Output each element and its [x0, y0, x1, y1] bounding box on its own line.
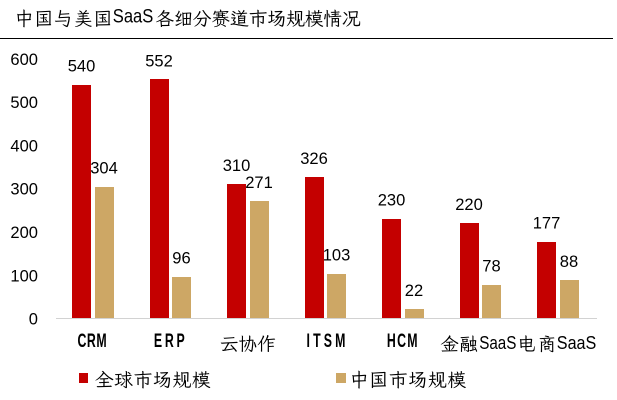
svg-text:271: 271 — [245, 173, 273, 192]
svg-text:0: 0 — [29, 310, 38, 329]
svg-text:310: 310 — [223, 156, 251, 175]
svg-text:100: 100 — [10, 266, 38, 285]
svg-text:200: 200 — [10, 223, 38, 242]
svg-text:88: 88 — [560, 252, 578, 271]
svg-text:ERP: ERP — [154, 331, 188, 352]
svg-text:78: 78 — [482, 257, 500, 276]
svg-text:500: 500 — [10, 93, 38, 112]
svg-text:HCM: HCM — [387, 331, 419, 352]
svg-text:326: 326 — [300, 149, 328, 168]
svg-text:400: 400 — [10, 136, 38, 155]
svg-text:220: 220 — [455, 195, 483, 214]
svg-text:304: 304 — [90, 159, 118, 178]
svg-text:540: 540 — [68, 57, 96, 76]
svg-text:22: 22 — [405, 281, 423, 300]
svg-text:600: 600 — [10, 50, 38, 69]
svg-text:ITSM: ITSM — [307, 331, 349, 352]
svg-text:SaaS: SaaS — [557, 333, 597, 353]
svg-text:177: 177 — [533, 214, 561, 233]
svg-text:SaaS: SaaS — [113, 7, 154, 28]
svg-text:SaaS: SaaS — [479, 333, 516, 353]
svg-text:96: 96 — [172, 249, 190, 268]
svg-text:300: 300 — [10, 180, 38, 199]
svg-text:CRM: CRM — [77, 331, 107, 352]
svg-text:103: 103 — [323, 246, 351, 265]
svg-text:230: 230 — [378, 191, 406, 210]
svg-text:552: 552 — [145, 51, 173, 70]
